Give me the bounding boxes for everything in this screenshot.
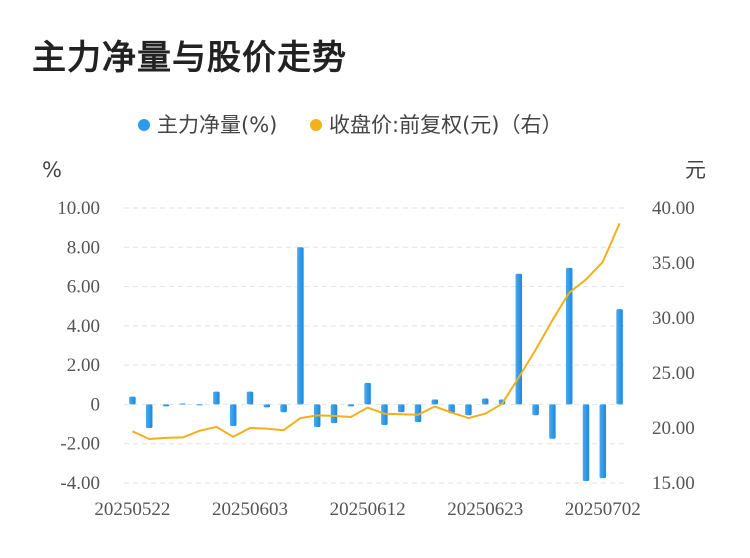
x-tick-label: 20250603	[212, 499, 288, 520]
left-tick-label: 8.00	[67, 237, 100, 258]
bar	[431, 399, 439, 405]
bar	[599, 404, 607, 479]
legend-label-1[interactable]: 收盘价:前复权(元)（右）	[329, 113, 562, 137]
left-tick-label: 6.00	[67, 277, 100, 298]
bar	[162, 404, 170, 407]
left-tick-label: -2.00	[60, 434, 100, 455]
bar	[364, 382, 371, 405]
bar	[347, 404, 355, 407]
grid-lines	[124, 207, 628, 484]
left-tick-label: 0	[91, 394, 101, 415]
chart-title: 主力净量与股价走势	[32, 38, 347, 78]
bar	[196, 404, 203, 406]
bar	[297, 247, 304, 405]
bar	[582, 404, 590, 482]
bar	[465, 404, 472, 416]
right-tick-label: 30.00	[652, 308, 695, 329]
left-tick-label: 2.00	[67, 355, 100, 376]
bar	[145, 404, 153, 428]
price-line	[131, 223, 621, 440]
bar	[263, 404, 271, 408]
left-axis-unit: %	[42, 158, 62, 182]
left-tick-label: 10.00	[57, 198, 100, 219]
x-tick-label: 20250702	[565, 499, 641, 520]
x-tick-label: 20250623	[447, 499, 523, 520]
bar	[229, 404, 237, 427]
bar	[532, 404, 539, 416]
legend-marker-0	[138, 119, 150, 131]
legend-marker-1	[310, 119, 322, 131]
bar	[616, 309, 623, 405]
bar	[549, 404, 556, 439]
bar	[515, 273, 523, 405]
legend-label-0[interactable]: 主力净量(%)	[157, 113, 277, 137]
x-tick-label: 20250522	[94, 499, 170, 520]
bar	[565, 267, 573, 405]
bar	[397, 404, 405, 413]
right-axis-unit: 元	[685, 158, 706, 182]
legend[interactable]: 主力净量(%) 收盘价:前复权(元)（右）	[138, 113, 562, 137]
bar	[129, 396, 136, 405]
left-axis-ticks: 10.00 8.00 6.00 4.00 2.00 0 -2.00 -4.00	[57, 198, 100, 494]
line-series	[131, 223, 621, 440]
right-tick-label: 40.00	[652, 198, 695, 219]
left-tick-label: -4.00	[60, 473, 100, 494]
right-axis-ticks: 40.00 35.00 30.00 25.00 20.00 15.00	[652, 198, 695, 494]
right-tick-label: 20.00	[652, 418, 695, 439]
right-tick-label: 25.00	[652, 363, 695, 384]
bar	[179, 403, 187, 405]
bar	[381, 404, 388, 426]
x-tick-label: 20250612	[330, 499, 406, 520]
bar	[213, 391, 220, 405]
bar-series	[129, 247, 623, 482]
bar	[280, 404, 287, 413]
bar	[246, 391, 254, 405]
bar	[414, 404, 422, 423]
right-tick-label: 35.00	[652, 253, 695, 274]
right-tick-label: 15.00	[652, 473, 695, 494]
left-tick-label: 4.00	[67, 316, 100, 337]
x-axis-ticks: 20250522 20250603 20250612 20250623 20250702	[94, 499, 640, 520]
bar	[481, 398, 489, 405]
bar	[330, 404, 338, 424]
